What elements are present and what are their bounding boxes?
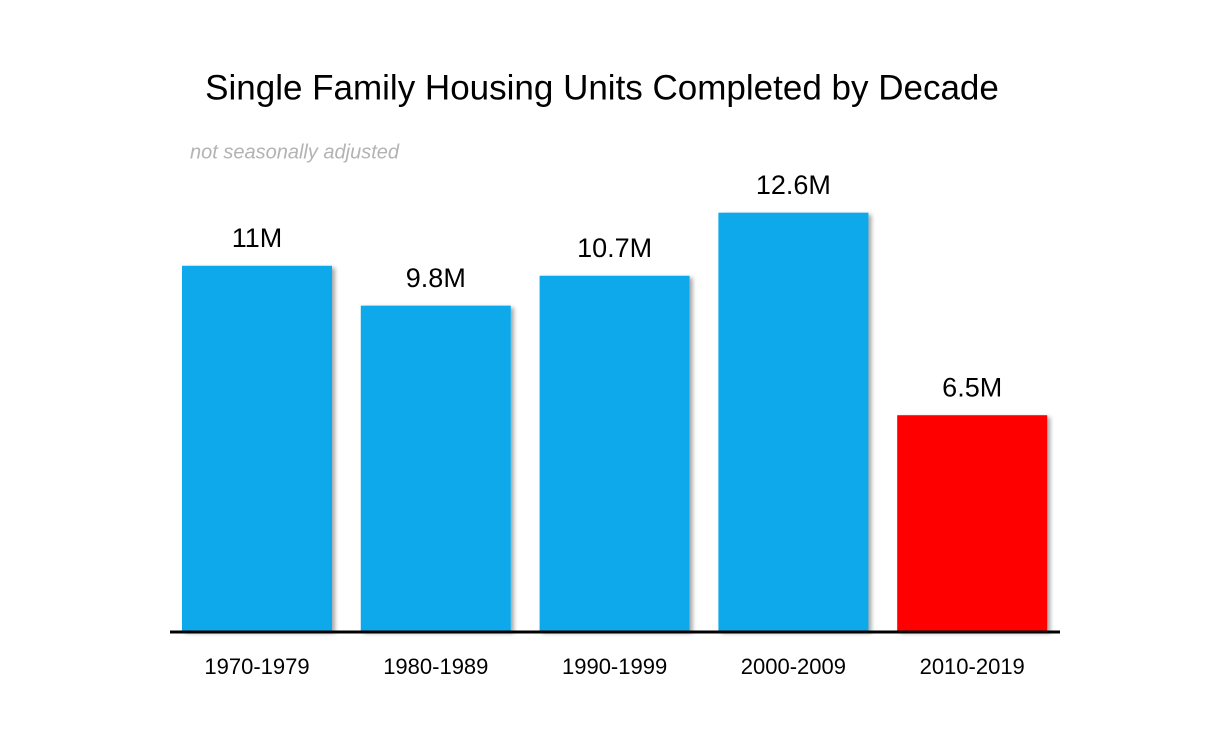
bar xyxy=(539,275,690,631)
bar xyxy=(897,415,1048,631)
x-tick-label: 1970-1979 xyxy=(204,654,309,679)
value-label: 9.8M xyxy=(406,263,466,293)
x-tick-label: 1980-1989 xyxy=(383,654,488,679)
x-tick-label: 2000-2009 xyxy=(741,654,846,679)
value-label: 6.5M xyxy=(942,372,1002,402)
bars xyxy=(182,212,1048,631)
value-label: 10.7M xyxy=(577,233,652,263)
x-tick-label: 2010-2019 xyxy=(920,654,1025,679)
bar xyxy=(182,265,332,631)
bar xyxy=(718,212,869,631)
x-tick-label: 1990-1999 xyxy=(562,654,667,679)
chart-subtitle: not seasonally adjusted xyxy=(190,141,400,163)
value-label: 12.6M xyxy=(756,170,831,200)
chart-title: Single Family Housing Units Completed by… xyxy=(205,68,999,107)
bar xyxy=(360,305,511,631)
value-label: 11M xyxy=(232,223,283,253)
